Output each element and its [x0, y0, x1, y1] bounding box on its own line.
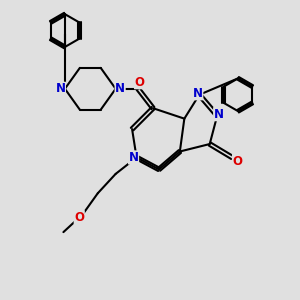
Text: N: N [56, 82, 65, 95]
Text: O: O [74, 211, 84, 224]
Text: N: N [214, 108, 224, 121]
Text: N: N [193, 87, 203, 100]
Text: O: O [232, 154, 242, 167]
Text: N: N [129, 151, 139, 164]
Text: O: O [134, 76, 145, 89]
Text: N: N [115, 82, 125, 95]
